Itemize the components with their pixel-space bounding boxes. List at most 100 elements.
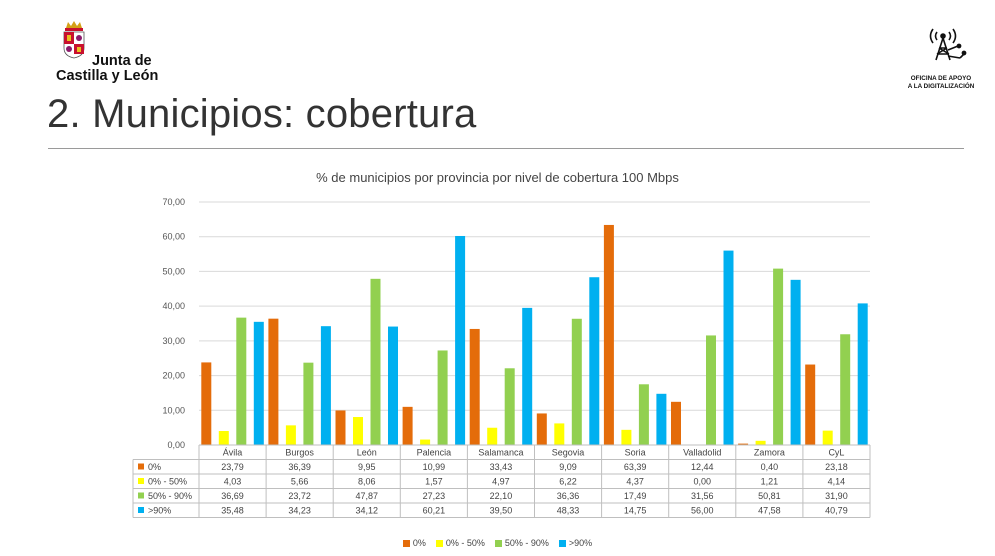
- bar: [370, 278, 381, 445]
- legend-label: 50% - 90%: [504, 538, 549, 548]
- data-label: 23,18: [825, 462, 848, 472]
- y-tick-label: 40,00: [162, 301, 185, 311]
- bar: [218, 431, 229, 445]
- bar: [388, 326, 398, 445]
- x-category-label: Segovia: [552, 448, 585, 458]
- data-label: 33,43: [490, 462, 513, 472]
- data-label: 48,33: [557, 506, 580, 516]
- legend-item: 0% - 50%: [435, 538, 485, 548]
- table-legend-swatch: [138, 492, 144, 499]
- data-label: 0,40: [761, 462, 779, 472]
- table-series-name: 0%: [148, 462, 161, 472]
- junta-castilla-leon-coat-of-arms-logo: [63, 21, 85, 59]
- chart-legend: 0% 0% - 50% 50% - 90% >90%: [0, 538, 995, 548]
- data-label: 34,12: [355, 506, 378, 516]
- legend-item: 0%: [402, 538, 426, 548]
- bar: [201, 362, 212, 445]
- data-label: 39,50: [490, 506, 513, 516]
- data-label: 47,87: [355, 491, 378, 501]
- data-label: 47,58: [758, 506, 781, 516]
- y-tick-label: 50,00: [162, 266, 185, 276]
- bar: [504, 368, 515, 445]
- data-label: 31,56: [691, 491, 714, 501]
- table-legend-swatch: [138, 507, 144, 513]
- data-label: 17,49: [624, 491, 647, 501]
- bar: [589, 277, 600, 445]
- y-tick-label: 30,00: [162, 336, 185, 346]
- bar: [857, 303, 868, 445]
- data-label: 40,79: [825, 506, 848, 516]
- chart-title: % de municipios por provincia por nivel …: [316, 170, 679, 185]
- title-divider: [48, 148, 964, 149]
- bar: [320, 326, 331, 445]
- bar: [236, 317, 247, 445]
- legend-swatch: [402, 540, 410, 547]
- legend-swatch: [435, 540, 443, 547]
- data-label: 9,95: [358, 462, 376, 472]
- legend-swatch: [558, 540, 566, 547]
- bar: [402, 406, 413, 445]
- bar: [738, 443, 749, 445]
- x-category-label: Soria: [625, 448, 646, 458]
- legend-item: >90%: [558, 538, 593, 548]
- bar: [455, 235, 466, 445]
- bar: [253, 321, 264, 445]
- legend-swatch: [494, 540, 502, 547]
- x-category-label: Ávila: [223, 448, 243, 458]
- data-label: 36,36: [557, 491, 580, 501]
- bar: [522, 307, 533, 445]
- data-label: 22,10: [490, 491, 513, 501]
- bar: [335, 410, 346, 445]
- page-title: 2. Municipios: cobertura: [47, 92, 477, 136]
- bar: [638, 384, 649, 445]
- bar: [554, 423, 565, 445]
- data-label: 5,66: [291, 477, 309, 487]
- bar: [353, 417, 363, 445]
- organization-name-line1: Junta de: [92, 53, 152, 69]
- legend-label: >90%: [568, 538, 593, 548]
- organization-name: Junta de Castilla y León: [56, 54, 158, 84]
- bar: [840, 334, 851, 445]
- data-label: 12,44: [691, 462, 714, 472]
- data-label: 63,39: [624, 462, 647, 472]
- bar: [656, 393, 667, 445]
- bar: [536, 413, 547, 445]
- antenna-tower-icon: [929, 28, 967, 61]
- table-series-name: 0% - 50%: [148, 477, 187, 487]
- bar: [621, 429, 632, 445]
- y-tick-label: 10,00: [162, 405, 185, 415]
- data-label: 23,79: [221, 462, 244, 472]
- legend-label: 0%: [412, 538, 426, 548]
- office-name-line1: OFICINA DE APOYO: [910, 75, 972, 82]
- data-label: 8,06: [358, 477, 376, 487]
- bar: [706, 335, 716, 445]
- legend-item: 50% - 90%: [494, 538, 549, 548]
- bar: [805, 364, 816, 445]
- data-label: 0,00: [693, 477, 711, 487]
- data-label: 50,81: [758, 491, 781, 501]
- data-label: 4,14: [828, 477, 846, 487]
- data-label: 4,97: [492, 477, 510, 487]
- y-tick-label: 20,00: [162, 371, 185, 381]
- bar: [571, 318, 582, 445]
- y-tick-label: 0,00: [167, 440, 185, 450]
- data-label: 1,57: [425, 477, 443, 487]
- bar: [755, 440, 766, 445]
- x-category-label: Palencia: [417, 448, 452, 458]
- office-name: OFICINA DE APOYO A LA DIGITALIZACIÓN: [892, 75, 990, 91]
- x-category-label: Burgos: [285, 448, 314, 458]
- y-tick-label: 60,00: [162, 232, 185, 242]
- data-label: 34,23: [288, 506, 311, 516]
- data-label: 36,39: [288, 462, 311, 472]
- data-label: 35,48: [221, 506, 244, 516]
- bar: [822, 430, 833, 445]
- bar: [723, 250, 734, 445]
- data-label: 14,75: [624, 506, 647, 516]
- data-label: 23,72: [288, 491, 311, 501]
- table-series-name: 50% - 90%: [148, 491, 192, 501]
- table-legend-swatch: [138, 478, 144, 484]
- data-label: 36,69: [221, 491, 244, 501]
- x-category-label: León: [357, 448, 377, 458]
- data-label: 6,22: [559, 477, 577, 487]
